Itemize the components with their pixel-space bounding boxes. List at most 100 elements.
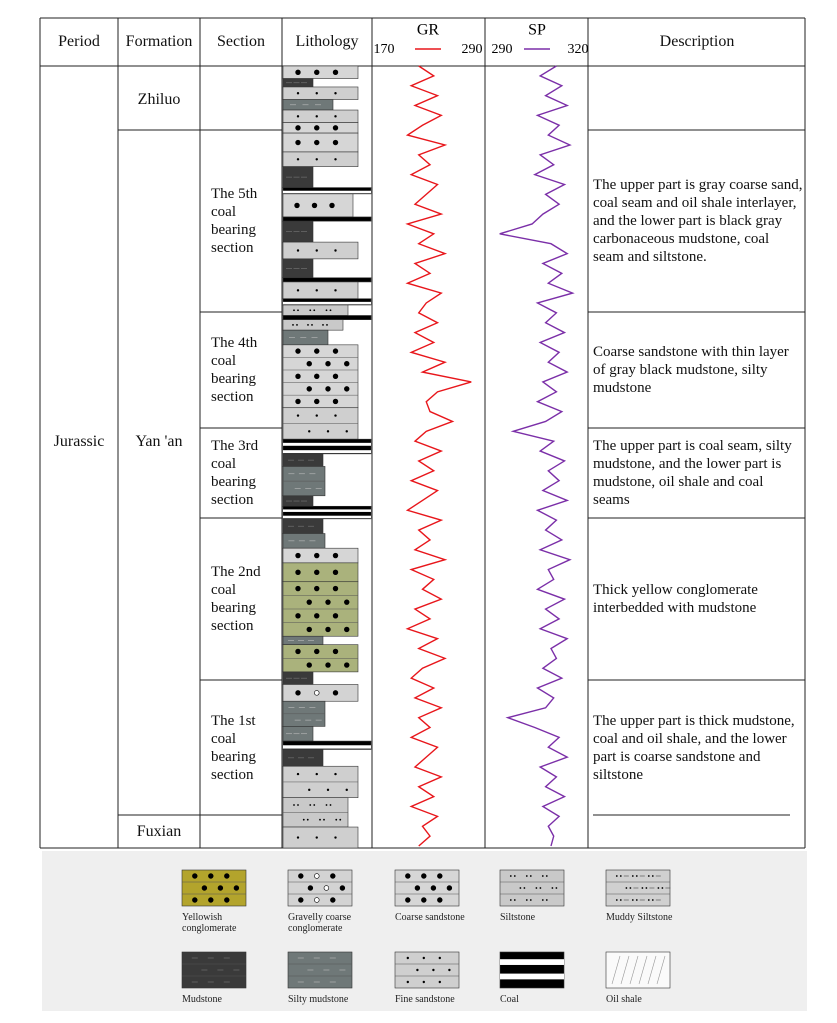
grain (325, 599, 331, 605)
legend-label: Coarse sandstone (395, 912, 465, 923)
grain (314, 613, 320, 619)
grain (432, 968, 435, 972)
grain (208, 897, 214, 903)
grain (545, 899, 548, 901)
lithology-layer (282, 533, 326, 549)
grain (308, 788, 311, 792)
coal-band (283, 450, 371, 454)
grain (334, 115, 337, 118)
grain (294, 202, 300, 209)
hatch (611, 955, 621, 985)
grain (298, 873, 304, 879)
header-section: Section (217, 33, 265, 50)
log-curve (499, 65, 575, 847)
legend-label: Gravelly coarse conglomerate (288, 912, 352, 934)
lithology-layer (282, 298, 372, 306)
grain (314, 398, 320, 405)
grain (326, 430, 330, 433)
lithology-layer (394, 951, 460, 989)
lithology-layer (282, 581, 359, 637)
grain (306, 662, 312, 668)
grain (313, 804, 316, 806)
lithology-layer (282, 635, 324, 645)
lithology-layer (282, 122, 359, 134)
grain (406, 956, 409, 960)
section-label: The 4th coal bearing section (211, 335, 258, 405)
grain (615, 899, 618, 901)
grain (657, 887, 660, 889)
layer-fill (605, 951, 671, 989)
lithology-layer (282, 132, 359, 153)
lithology-layer (282, 241, 359, 260)
grain (422, 956, 425, 960)
hatch (656, 955, 666, 985)
grain (314, 690, 320, 696)
grain (315, 249, 318, 252)
grain (339, 818, 342, 821)
layer-fill (282, 319, 344, 331)
grain (523, 887, 526, 889)
grain (192, 897, 198, 903)
lithology-layer (282, 304, 349, 316)
grain (314, 569, 320, 576)
grain (334, 836, 337, 839)
coal-band (283, 515, 371, 519)
legend-label: Silty mudstone (288, 994, 349, 1005)
grain (448, 968, 451, 972)
lithology-layer (282, 700, 326, 727)
grain (315, 92, 318, 95)
grain (295, 648, 301, 655)
lithology-layer (499, 869, 565, 907)
curve-min: 170 (374, 42, 395, 57)
lithology-layer (282, 547, 359, 564)
grain (509, 875, 512, 877)
grain (293, 804, 295, 806)
grain (295, 125, 301, 131)
lithology-layer (282, 187, 372, 195)
legend-label: Mudstone (182, 994, 222, 1005)
grain (555, 887, 558, 889)
hatch (638, 955, 648, 985)
grain (332, 585, 339, 592)
curve-max: 320 (568, 42, 589, 57)
section-label: The 1st coal bearing section (211, 712, 256, 783)
grain (325, 626, 331, 633)
grain (313, 309, 316, 312)
grain (635, 875, 638, 877)
grain (306, 818, 309, 821)
grain (295, 613, 301, 619)
grain (306, 626, 312, 633)
grain (315, 414, 318, 417)
grain (296, 249, 300, 252)
grain (315, 289, 318, 292)
grain (326, 788, 330, 792)
hatch (647, 955, 657, 985)
grain (332, 398, 339, 405)
grain (545, 875, 548, 877)
hatch (629, 955, 639, 985)
grain (332, 139, 339, 146)
lithology-layer (282, 671, 314, 685)
grain (325, 804, 328, 806)
lithology-layer (282, 216, 372, 222)
layer-fill (499, 869, 565, 907)
lithology-layer (282, 78, 314, 88)
layer-fill (282, 547, 359, 564)
lithology-layer (282, 319, 344, 331)
grain (224, 873, 230, 879)
grain (295, 398, 301, 405)
lithology-layer (287, 951, 353, 989)
grain (332, 552, 339, 559)
lithology-layer (499, 951, 565, 989)
section-label: The 2nd coal bearing section (211, 564, 261, 634)
section-label: The 5th coal bearing section (211, 186, 258, 256)
lithology-layer (282, 315, 372, 320)
lithology-layer (282, 277, 372, 283)
grain (314, 69, 320, 75)
grain (334, 249, 337, 252)
header-formation: Formation (125, 33, 193, 50)
grain (208, 873, 214, 879)
grain (344, 386, 350, 392)
grain (307, 885, 314, 891)
